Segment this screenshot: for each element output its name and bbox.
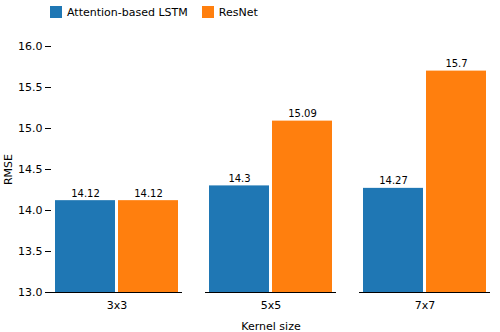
svg-text:13.5: 13.5 xyxy=(18,245,43,258)
svg-text:13.0: 13.0 xyxy=(18,286,43,299)
svg-text:14.27: 14.27 xyxy=(379,175,408,186)
svg-text:14.5: 14.5 xyxy=(18,163,43,176)
svg-text:5x5: 5x5 xyxy=(261,299,282,312)
svg-text:14.3: 14.3 xyxy=(228,173,250,184)
svg-text:14.0: 14.0 xyxy=(18,204,43,217)
svg-text:14.12: 14.12 xyxy=(134,188,163,199)
svg-text:15.5: 15.5 xyxy=(18,81,43,94)
svg-text:Kernel size: Kernel size xyxy=(241,320,301,332)
svg-text:16.0: 16.0 xyxy=(18,40,43,53)
svg-text:15.09: 15.09 xyxy=(288,108,317,119)
svg-text:7x7: 7x7 xyxy=(415,299,436,312)
svg-text:15.7: 15.7 xyxy=(445,58,467,69)
svg-text:14.12: 14.12 xyxy=(71,188,100,199)
html-text:ResNet: ResNet xyxy=(218,5,258,19)
html-text:Attention-based LSTM: Attention-based LSTM xyxy=(67,5,188,19)
svg-text:RMSE: RMSE xyxy=(2,154,15,185)
svg-text:15.0: 15.0 xyxy=(18,122,43,135)
svg-text:3x3: 3x3 xyxy=(107,299,128,312)
